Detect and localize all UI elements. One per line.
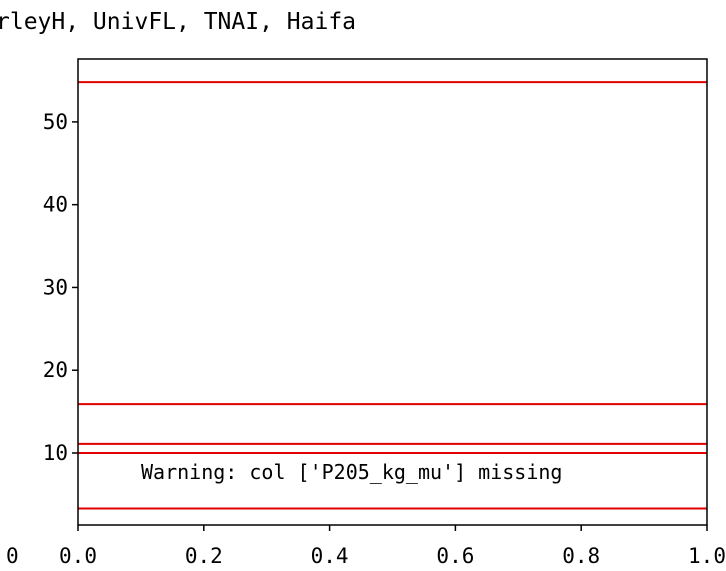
y-tick-label-1: 20 — [43, 358, 68, 382]
horizontal-lines — [78, 81, 707, 510]
x-tick-label-5: 1.0 — [688, 544, 726, 568]
y-axis: 10 20 30 40 50 — [43, 110, 78, 465]
x-tick-label-3: 0.6 — [436, 544, 474, 568]
plot-frame — [77, 58, 708, 526]
left-edge-label: 0 — [6, 544, 19, 568]
x-tick-label-2: 0.4 — [311, 544, 349, 568]
chart-title: rleyH, UnivFL, TNAI, Haifa — [0, 9, 356, 35]
y-tick-label-4: 50 — [43, 110, 68, 134]
x-tick-label-0: 0.0 — [59, 544, 97, 568]
y-tick-label-3: 40 — [43, 193, 68, 217]
x-tick-label-4: 0.8 — [562, 544, 600, 568]
warning-annotation: Warning: col ['P205_kg_mu'] missing — [141, 460, 562, 484]
y-tick-label-2: 30 — [43, 275, 68, 299]
x-axis: 0.0 0.2 0.4 0.6 0.8 1.0 — [59, 525, 726, 568]
y-tick-label-0: 10 — [43, 441, 68, 465]
x-tick-label-1: 0.2 — [185, 544, 223, 568]
